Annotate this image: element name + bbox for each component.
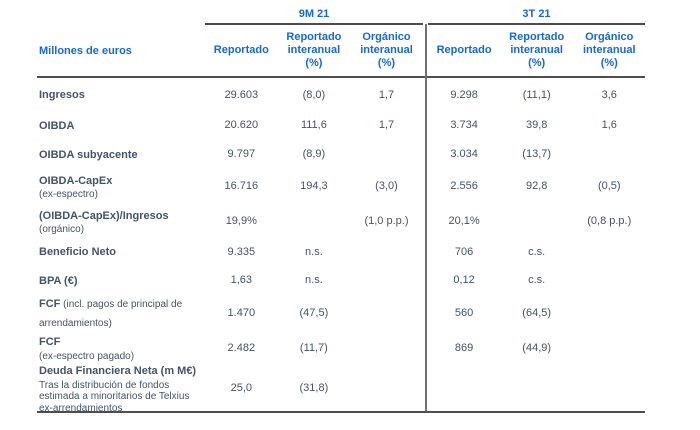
value-cell: (0,8 p.p.)	[587, 215, 632, 227]
value-cell: 706	[454, 245, 474, 258]
table-row-0: Ingresos 29.603 (8,0) 1,7 9.298 (11,1) 3,6	[37, 79, 645, 110]
value-cell: 92,8	[525, 180, 548, 192]
row-label: OIBDA subyacente	[37, 145, 205, 164]
table-row-3: OIBDA-CapEx (ex-espectro) 16.716 194,3 (3,0)…	[37, 168, 645, 204]
row-label-subnote: estimada a minoritarios de Telxius	[39, 391, 190, 403]
row-label-main: OIBDA	[39, 119, 75, 132]
value-cell: 3.734	[450, 119, 478, 131]
value-cell: 9.335	[227, 245, 256, 258]
value-cell: 869	[454, 341, 474, 354]
value-cell: (8,0)	[302, 88, 326, 101]
value-cell: 39,8	[525, 119, 548, 131]
row-label: OIBDA	[37, 116, 205, 135]
value-cell: 9.797	[227, 148, 256, 160]
value-cell: (13,7)	[522, 148, 552, 160]
row-label: BPA (€)	[37, 271, 205, 290]
column-header-row: Millones de euros Reportado Reportado in…	[37, 25, 645, 76]
value-cell: (11,1)	[522, 88, 551, 101]
row-label-main: FCF	[39, 298, 61, 311]
row-label: FCF (ex-espectro pagado)	[37, 332, 205, 362]
value-cell: (31,8)	[299, 382, 329, 394]
row-label: Ingresos	[37, 85, 205, 104]
group-underline-3t21	[428, 23, 645, 25]
row-label-main: BPA (€)	[39, 274, 78, 287]
row-label-main: OIBDA-CapEx	[39, 174, 113, 187]
row-label: OIBDA-CapEx (ex-espectro)	[37, 171, 205, 201]
table-row-1: OIBDA 20.620 111,6 1,7 3.734 39,8 1,6	[37, 110, 645, 140]
header-9m-organico-interanual: Orgánico interanual (%)	[360, 31, 413, 69]
table-row-8: FCF (ex-espectro pagado) 2.482 (11,7) 869 (44…	[37, 331, 645, 364]
value-cell: 0,12	[453, 274, 475, 286]
unit-label: Millones de euros	[39, 44, 132, 57]
value-cell: (47,5)	[299, 307, 329, 319]
table-row-9: Deuda Financiera Neta (m M€) Tras la dist…	[37, 361, 645, 414]
row-label-subnote: (ex-espectro)	[39, 189, 98, 201]
table-row-2: OIBDA subyacente 9.797 (8,9) 3.034 (13,7)	[37, 140, 645, 168]
row-label-inline-note: (incl. pagos de principal de arrendamien…	[39, 299, 183, 329]
group-underline-9m21	[205, 23, 423, 25]
table-bottom-rule	[37, 411, 645, 413]
row-label-main: Beneficio Neto	[39, 246, 117, 259]
value-cell: (8,9)	[302, 148, 326, 160]
row-label: FCF (incl. pagos de principal de arrenda…	[37, 294, 205, 331]
value-cell: 20,1%	[448, 215, 480, 227]
row-label-main: Deuda Financiera Neta (m M€)	[39, 365, 197, 378]
header-9m-reportado: Reportado	[213, 44, 269, 57]
row-label: Deuda Financiera Neta (m M€) Tras la dist…	[37, 361, 205, 414]
value-cell: 1.470	[227, 307, 256, 319]
value-cell: 1,7	[378, 119, 395, 131]
row-label-subnote: (orgánico)	[39, 224, 85, 236]
row-label-main: (OIBDA-CapEx)/Ingresos	[39, 209, 169, 222]
value-cell: (1,0 p.p.)	[364, 215, 409, 227]
table-row-5: Beneficio Neto 9.335 n.s. 706 c.s.	[37, 238, 645, 265]
value-cell: 19,9%	[225, 215, 257, 227]
header-underline	[37, 76, 645, 78]
value-cell: 20.620	[224, 119, 259, 131]
value-cell: 111,6	[300, 119, 327, 131]
value-cell: 29.603	[224, 88, 259, 101]
column-group-label-3t21: 3T 21	[522, 8, 551, 20]
row-label: Beneficio Neto	[37, 242, 205, 261]
table-body: Ingresos 29.603 (8,0) 1,7 9.298 (11,1) 3,6 OIBD…	[37, 79, 645, 415]
header-3t-reportado: Reportado	[436, 44, 492, 57]
value-cell: (0,5)	[597, 180, 621, 192]
row-label: (OIBDA-CapEx)/Ingresos (orgánico)	[37, 206, 205, 236]
value-cell: 2.482	[227, 341, 256, 354]
value-cell: 560	[454, 307, 474, 319]
table-row-6: BPA (€) 1,63 n.s. 0,12 c.s.	[37, 265, 645, 295]
table-row-7: FCF (incl. pagos de principal de arrenda…	[37, 295, 645, 331]
value-cell: 3,6	[601, 88, 617, 101]
row-label-main: Ingresos	[39, 89, 85, 102]
column-group-label-9m21: 9M 21	[298, 8, 330, 20]
value-cell: 1,7	[378, 88, 395, 101]
value-cell: 1,63	[230, 274, 252, 286]
value-cell: (3,0)	[375, 180, 398, 192]
value-cell: 1,6	[601, 119, 617, 131]
value-cell: (11,7)	[299, 341, 328, 354]
period-divider-line	[425, 24, 427, 413]
header-9m-reportado-interanual: Reportado interanual (%)	[286, 31, 342, 69]
header-3t-organico-interanual: Orgánico interanual (%)	[582, 31, 636, 69]
row-label-subnote: ex-arrendamientos	[39, 403, 123, 415]
table-row-4: (OIBDA-CapEx)/Ingresos (orgánico) 19,9% (1,…	[37, 204, 645, 238]
value-cell: c.s.	[528, 274, 546, 286]
value-cell: 3.034	[450, 148, 478, 160]
value-cell: 9.298	[450, 88, 478, 101]
row-label-main: OIBDA subyacente	[39, 148, 138, 161]
row-label-subnote: Tras la distribución de fondos	[39, 379, 170, 391]
financial-results-table: 9M 21 3T 21 Millones de euros Reportado …	[37, 0, 645, 430]
value-cell: n.s.	[305, 245, 323, 258]
value-cell: c.s.	[528, 245, 546, 258]
value-cell: 16.716	[224, 180, 259, 192]
value-cell: 194,3	[300, 180, 328, 192]
value-cell: 25,0	[230, 382, 252, 394]
value-cell: 2.556	[450, 180, 478, 192]
value-cell: (44,9)	[522, 341, 552, 354]
header-3t-reportado-interanual: Reportado interanual (%)	[509, 31, 565, 69]
row-label-main: FCF	[39, 336, 61, 349]
value-cell: (64,5)	[522, 307, 552, 319]
row-label-subnote: (ex-espectro pagado)	[39, 350, 135, 362]
value-cell: n.s.	[305, 274, 323, 286]
